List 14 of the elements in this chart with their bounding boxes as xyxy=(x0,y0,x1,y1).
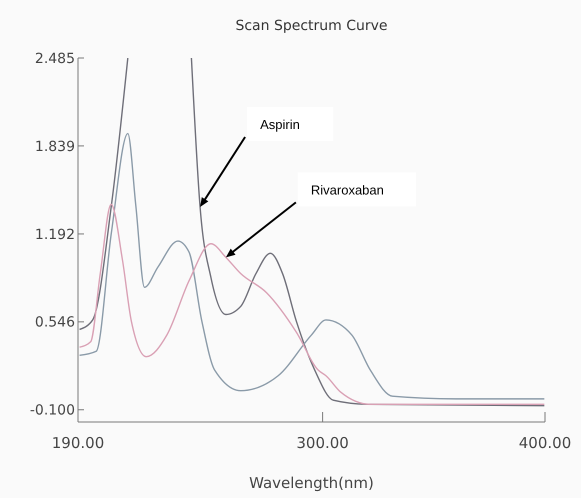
x-tick-label: 400.00 xyxy=(518,434,572,452)
y-tick-label: -0.100 xyxy=(30,402,75,419)
annotation: Rivaroxaban xyxy=(310,182,384,198)
y-tick-label: 0.546 xyxy=(34,314,76,331)
y-tick-label: 2.485 xyxy=(34,50,75,67)
x-tick-label: 190.00 xyxy=(52,434,104,452)
y-tick-label: 1.839 xyxy=(34,138,75,155)
chart-title: Scan Spectrum Curve xyxy=(235,18,388,34)
line-series xyxy=(78,132,545,400)
annotation: Aspirin xyxy=(260,117,300,132)
x-tick-label: 300.00 xyxy=(296,434,349,452)
line-series xyxy=(78,204,545,406)
y-tick-label: 1.192 xyxy=(34,226,75,243)
x-axis-title: Wavelength(nm) xyxy=(249,474,374,492)
